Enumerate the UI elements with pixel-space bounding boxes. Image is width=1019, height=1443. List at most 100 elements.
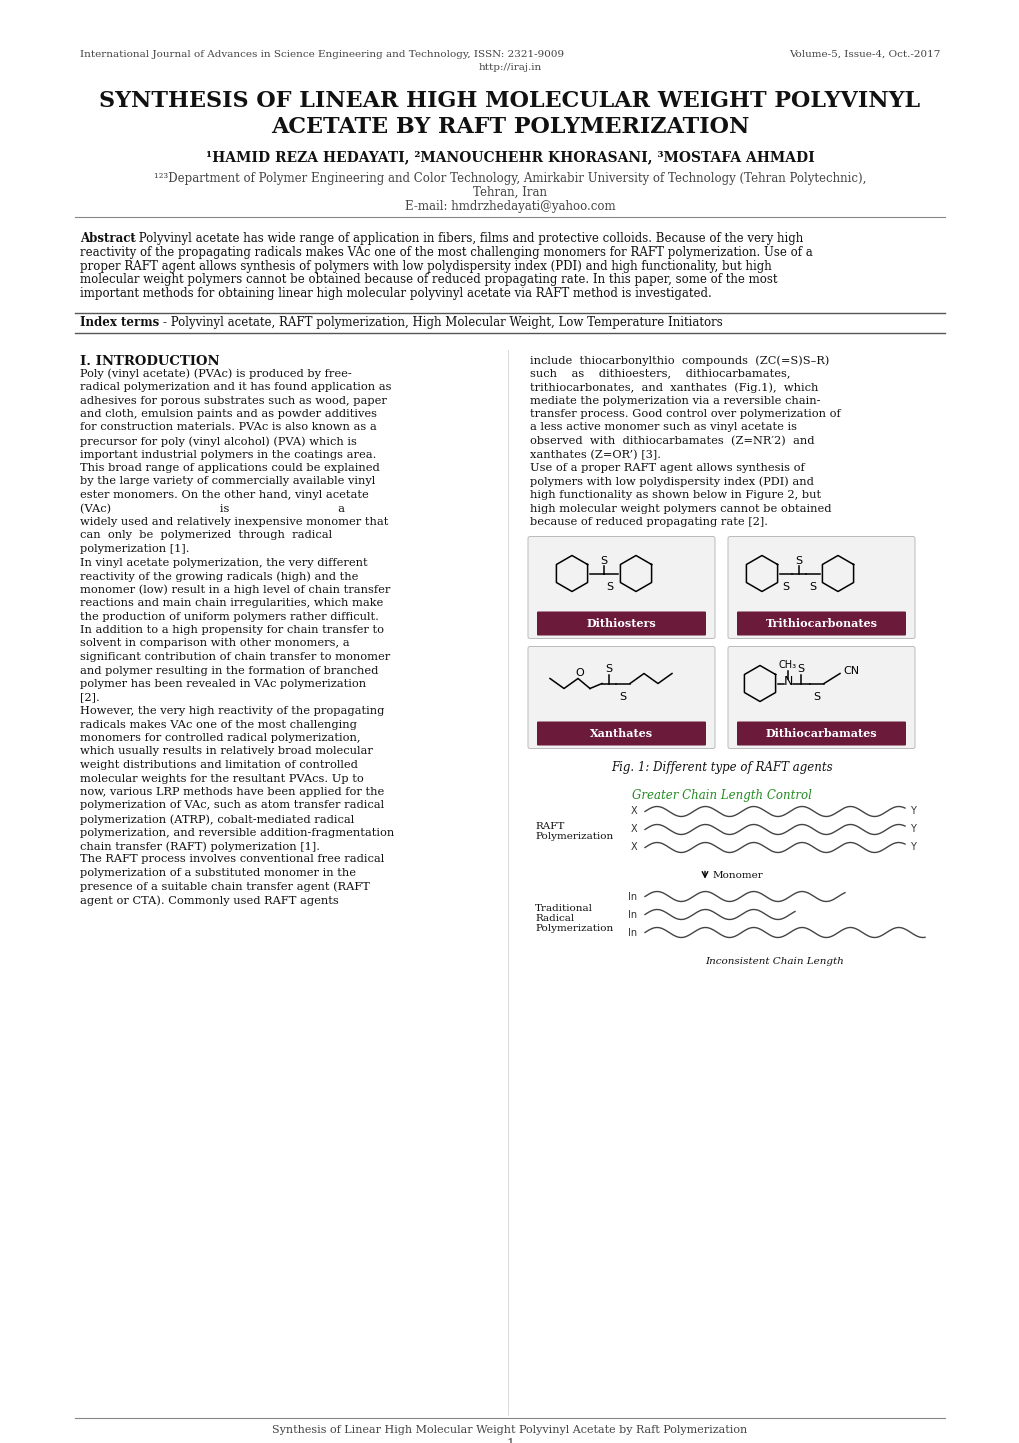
Text: In vinyl acetate polymerization, the very different: In vinyl acetate polymerization, the ver… [79, 557, 367, 567]
Text: Abstract: Abstract [79, 232, 136, 245]
Text: X: X [630, 807, 637, 817]
Text: observed  with  dithiocarbamates  (Z=NR′2)  and: observed with dithiocarbamates (Z=NR′2) … [530, 436, 814, 446]
Text: O: O [575, 668, 584, 678]
Text: can  only  be  polymerized  through  radical: can only be polymerized through radical [79, 531, 332, 541]
Text: Greater Chain Length Control: Greater Chain Length Control [631, 789, 811, 802]
FancyBboxPatch shape [528, 646, 714, 749]
Text: polymer has been revealed in VAc polymerization: polymer has been revealed in VAc polymer… [79, 680, 366, 688]
Text: ester monomers. On the other hand, vinyl acetate: ester monomers. On the other hand, vinyl… [79, 491, 369, 501]
Text: Trithiocarbonates: Trithiocarbonates [764, 618, 876, 629]
Text: for construction materials. PVAc is also known as a: for construction materials. PVAc is also… [79, 423, 376, 433]
Text: reactivity of the propagating radicals makes VAc one of the most challenging mon: reactivity of the propagating radicals m… [79, 245, 812, 258]
Text: reactions and main chain irregularities, which make: reactions and main chain irregularities,… [79, 597, 383, 608]
Text: SYNTHESIS OF LINEAR HIGH MOLECULAR WEIGHT POLYVINYL: SYNTHESIS OF LINEAR HIGH MOLECULAR WEIGH… [99, 89, 920, 113]
Text: Xanthates: Xanthates [589, 729, 652, 739]
Text: Poly (vinyl acetate) (PVAc) is produced by free-: Poly (vinyl acetate) (PVAc) is produced … [79, 368, 352, 380]
Text: S: S [605, 664, 612, 674]
Text: N: N [783, 675, 792, 688]
Text: (VAc)                              is                              a: (VAc) is a [79, 504, 344, 514]
Text: radicals makes VAc one of the most challenging: radicals makes VAc one of the most chall… [79, 720, 357, 730]
Text: a less active monomer such as vinyl acetate is: a less active monomer such as vinyl acet… [530, 423, 796, 433]
Text: Traditional
Radical
Polymerization: Traditional Radical Polymerization [535, 903, 612, 934]
Text: Tehran, Iran: Tehran, Iran [473, 186, 546, 199]
Text: polymerization, and reversible addition-fragmentation: polymerization, and reversible addition-… [79, 827, 394, 837]
Text: S: S [606, 583, 613, 593]
Text: polymers with low polydispersity index (PDI) and: polymers with low polydispersity index (… [530, 476, 813, 488]
Text: In: In [628, 928, 637, 938]
Text: radical polymerization and it has found application as: radical polymerization and it has found … [79, 382, 391, 392]
Text: reactivity of the growing radicals (high) and the: reactivity of the growing radicals (high… [79, 571, 358, 582]
Text: high molecular weight polymers cannot be obtained: high molecular weight polymers cannot be… [530, 504, 830, 514]
Text: [2].: [2]. [79, 693, 100, 703]
Text: International Journal of Advances in Science Engineering and Technology, ISSN: 2: International Journal of Advances in Sci… [79, 51, 564, 59]
Text: molecular weight polymers cannot be obtained because of reduced propagating rate: molecular weight polymers cannot be obta… [79, 273, 776, 286]
Text: chain transfer (RAFT) polymerization [1].: chain transfer (RAFT) polymerization [1]… [79, 841, 320, 851]
Text: by the large variety of commercially available vinyl: by the large variety of commercially ava… [79, 476, 375, 486]
Text: In: In [628, 892, 637, 902]
Text: Dithiocarbamates: Dithiocarbamates [765, 729, 876, 739]
Text: significant contribution of chain transfer to monomer: significant contribution of chain transf… [79, 652, 390, 662]
Text: Fig. 1: Different type of RAFT agents: Fig. 1: Different type of RAFT agents [610, 762, 832, 775]
Text: S: S [809, 583, 816, 593]
Text: agent or CTA). Commonly used RAFT agents: agent or CTA). Commonly used RAFT agents [79, 895, 338, 906]
Text: S: S [795, 556, 802, 566]
Text: I. INTRODUCTION: I. INTRODUCTION [79, 355, 219, 368]
Text: transfer process. Good control over polymerization of: transfer process. Good control over poly… [530, 408, 840, 418]
Text: monomer (low) result in a high level of chain transfer: monomer (low) result in a high level of … [79, 584, 390, 595]
Text: CN: CN [842, 665, 858, 675]
Text: Y: Y [909, 807, 915, 817]
Text: high functionality as shown below in Figure 2, but: high functionality as shown below in Fig… [530, 491, 820, 501]
Text: molecular weights for the resultant PVAcs. Up to: molecular weights for the resultant PVAc… [79, 773, 364, 784]
Text: - Polyvinyl acetate has wide range of application in fibers, films and protectiv: - Polyvinyl acetate has wide range of ap… [130, 232, 803, 245]
Text: X: X [630, 824, 637, 834]
Text: S: S [619, 693, 626, 703]
FancyBboxPatch shape [737, 612, 905, 635]
Text: polymerization of a substituted monomer in the: polymerization of a substituted monomer … [79, 869, 356, 877]
Text: - Polyvinyl acetate, RAFT polymerization, High Molecular Weight, Low Temperature: - Polyvinyl acetate, RAFT polymerization… [163, 316, 722, 329]
Text: widely used and relatively inexpensive monomer that: widely used and relatively inexpensive m… [79, 517, 388, 527]
Text: Monomer: Monomer [712, 870, 763, 879]
FancyBboxPatch shape [728, 646, 914, 749]
Text: S: S [797, 664, 804, 674]
Text: http://iraj.in: http://iraj.in [478, 63, 541, 72]
Text: important industrial polymers in the coatings area.: important industrial polymers in the coa… [79, 450, 376, 459]
Text: E-mail: hmdrzhedayati@yahoo.com: E-mail: hmdrzhedayati@yahoo.com [405, 201, 614, 214]
Text: However, the very high reactivity of the propagating: However, the very high reactivity of the… [79, 706, 384, 716]
Text: S: S [812, 693, 819, 703]
Text: 1: 1 [505, 1439, 514, 1443]
Text: presence of a suitable chain transfer agent (RAFT: presence of a suitable chain transfer ag… [79, 882, 370, 892]
Text: S: S [600, 556, 607, 566]
Text: Volume-5, Issue-4, Oct.-2017: Volume-5, Issue-4, Oct.-2017 [788, 51, 940, 59]
Text: Dithiosters: Dithiosters [586, 618, 656, 629]
Text: include  thiocarbonylthio  compounds  (ZC(=S)S–R): include thiocarbonylthio compounds (ZC(=… [530, 355, 828, 365]
Text: polymerization of VAc, such as atom transfer radical: polymerization of VAc, such as atom tran… [79, 801, 384, 811]
Text: ¹²³Department of Polymer Engineering and Color Technology, Amirkabir University : ¹²³Department of Polymer Engineering and… [154, 172, 865, 185]
Text: Index terms: Index terms [79, 316, 159, 329]
Text: such    as    dithioesters,    dithiocarbamates,: such as dithioesters, dithiocarbamates, [530, 368, 790, 378]
Text: Synthesis of Linear High Molecular Weight Polyvinyl Acetate by Raft Polymerizati: Synthesis of Linear High Molecular Weigh… [272, 1426, 747, 1434]
Text: the production of uniform polymers rather difficult.: the production of uniform polymers rathe… [79, 612, 378, 622]
Text: trithiocarbonates,  and  xanthates  (Fig.1),  which: trithiocarbonates, and xanthates (Fig.1)… [530, 382, 817, 392]
Text: Inconsistent Chain Length: Inconsistent Chain Length [705, 957, 844, 965]
Text: adhesives for porous substrates such as wood, paper: adhesives for porous substrates such as … [79, 395, 386, 405]
Text: important methods for obtaining linear high molecular polyvinyl acetate via RAFT: important methods for obtaining linear h… [79, 287, 711, 300]
Text: monomers for controlled radical polymerization,: monomers for controlled radical polymeri… [79, 733, 360, 743]
Text: now, various LRP methods have been applied for the: now, various LRP methods have been appli… [79, 786, 384, 797]
FancyBboxPatch shape [536, 722, 705, 746]
Text: S: S [782, 583, 789, 593]
Text: polymerization (ATRP), cobalt-mediated radical: polymerization (ATRP), cobalt-mediated r… [79, 814, 354, 824]
Text: Use of a proper RAFT agent allows synthesis of: Use of a proper RAFT agent allows synthe… [530, 463, 804, 473]
FancyBboxPatch shape [536, 612, 705, 635]
Text: This broad range of applications could be explained: This broad range of applications could b… [79, 463, 379, 473]
Text: X: X [630, 843, 637, 853]
Text: weight distributions and limitation of controlled: weight distributions and limitation of c… [79, 760, 358, 771]
Text: xanthates (Z=OR’) [3].: xanthates (Z=OR’) [3]. [530, 450, 660, 460]
Text: In addition to a high propensity for chain transfer to: In addition to a high propensity for cha… [79, 625, 383, 635]
FancyBboxPatch shape [728, 537, 914, 638]
Text: which usually results in relatively broad molecular: which usually results in relatively broa… [79, 746, 373, 756]
Text: ACETATE BY RAFT POLYMERIZATION: ACETATE BY RAFT POLYMERIZATION [271, 115, 748, 139]
Text: solvent in comparison with other monomers, a: solvent in comparison with other monomer… [79, 638, 350, 648]
Text: proper RAFT agent allows synthesis of polymers with low polydispersity index (PD: proper RAFT agent allows synthesis of po… [79, 260, 771, 273]
Text: because of reduced propagating rate [2].: because of reduced propagating rate [2]. [530, 517, 767, 527]
Text: and polymer resulting in the formation of branched: and polymer resulting in the formation o… [79, 665, 378, 675]
